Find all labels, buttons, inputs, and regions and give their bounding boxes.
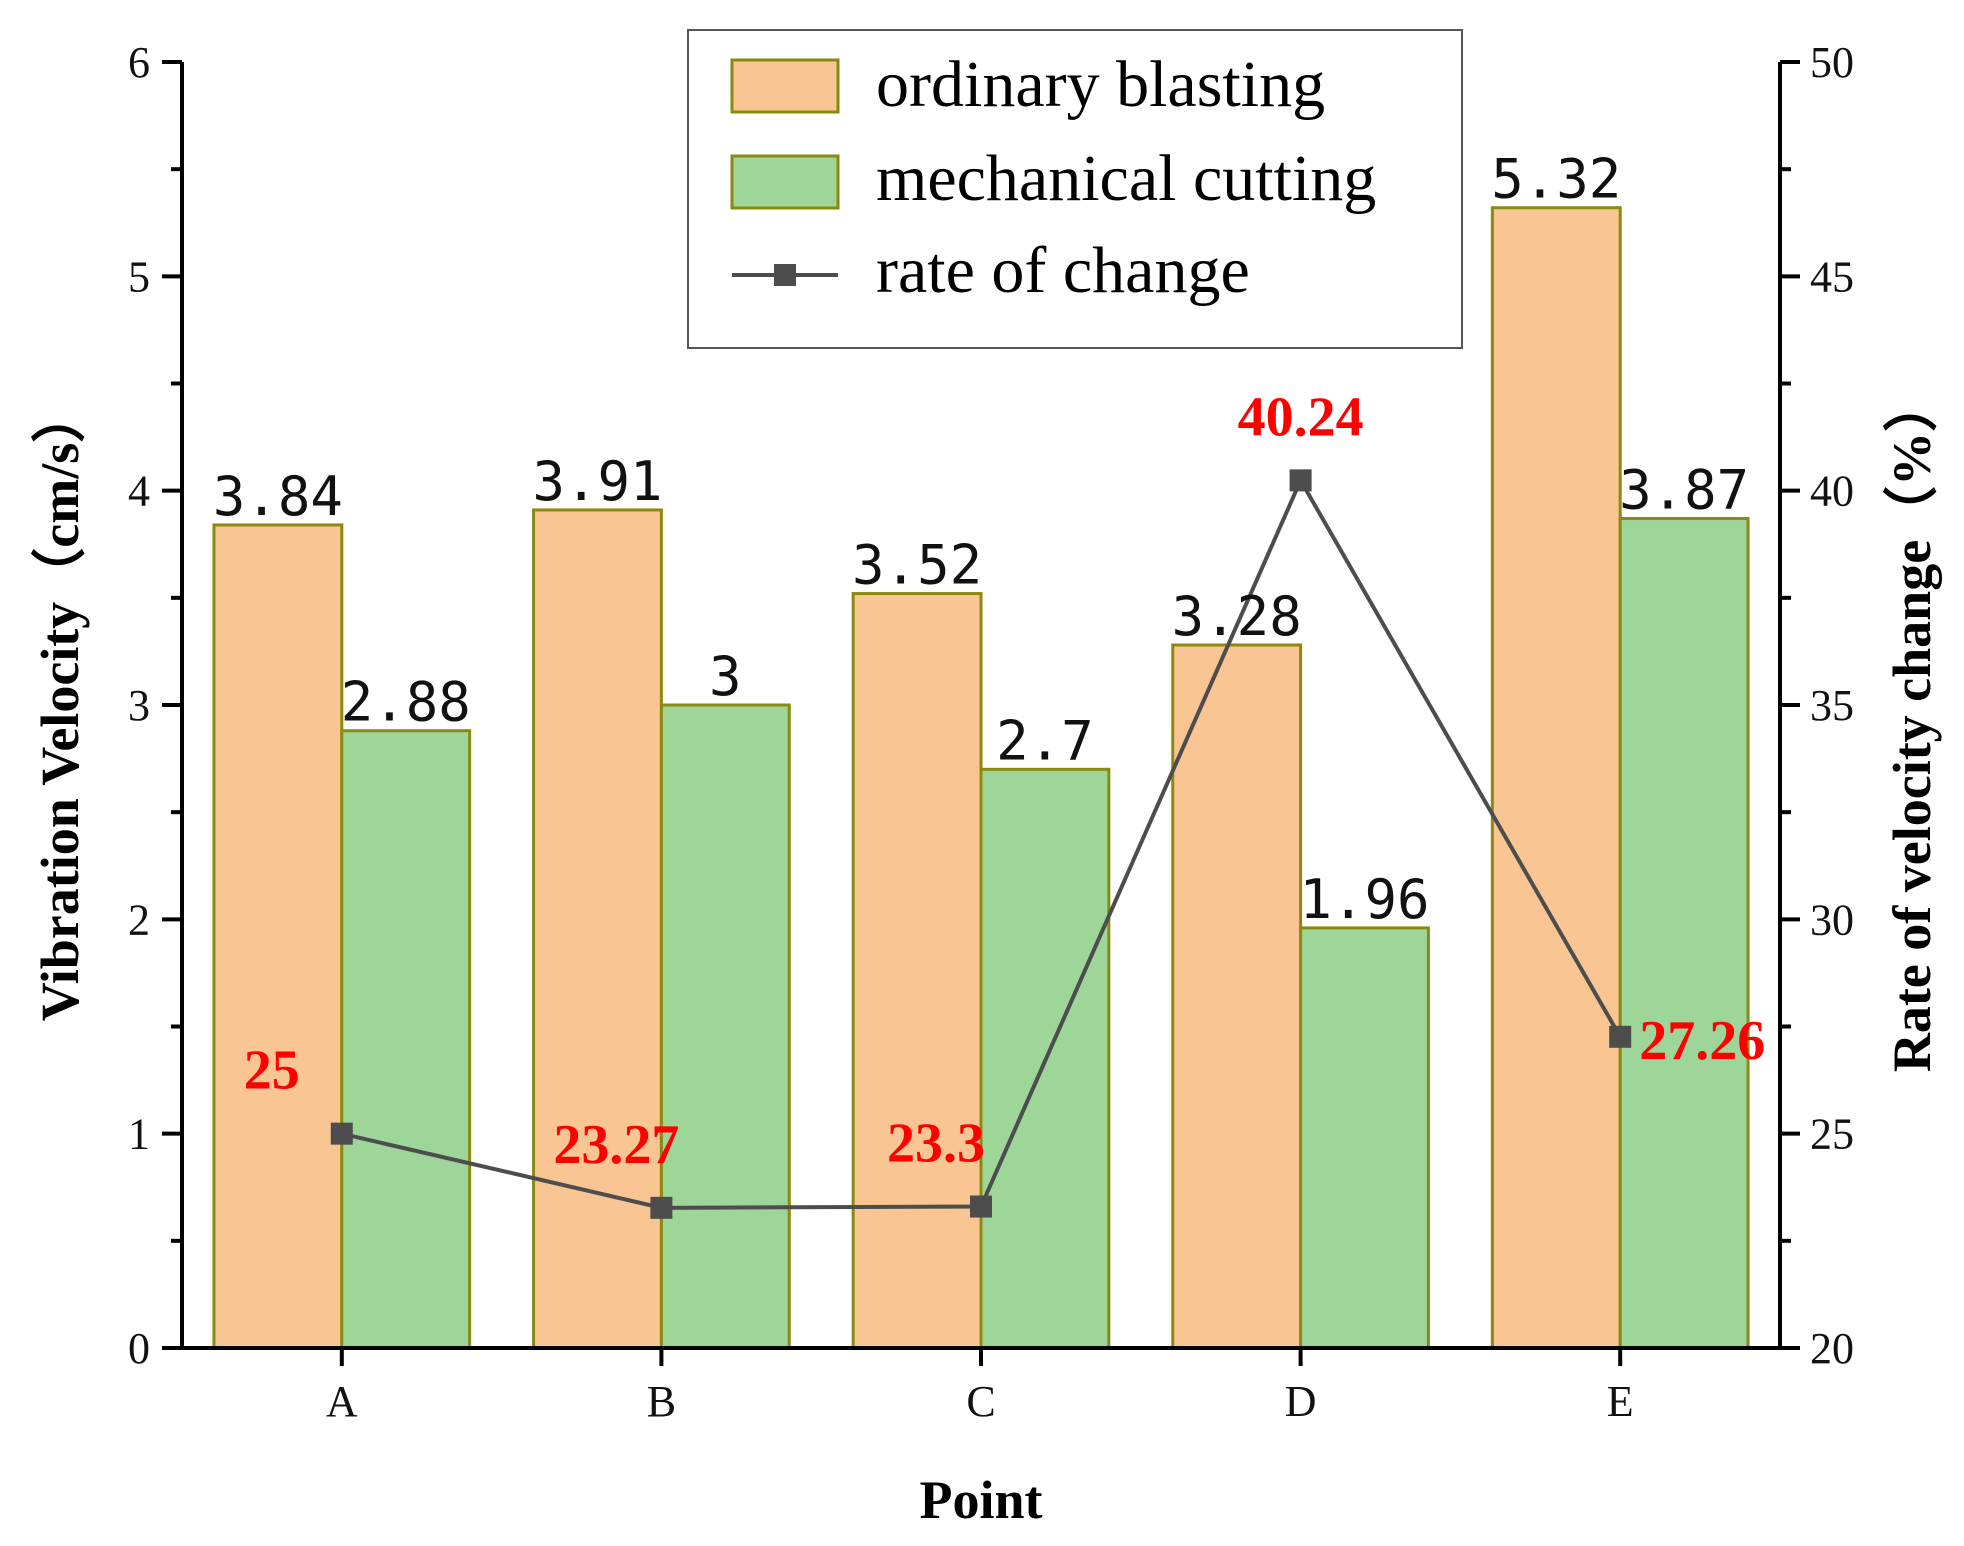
bar-mechanical-cutting-E xyxy=(1618,517,1750,1350)
y-tick-label: 3 xyxy=(128,681,150,730)
bar-value-label: 3.87 xyxy=(1619,459,1749,522)
rate-marker-B xyxy=(650,1196,673,1219)
y-tick-label: 5 xyxy=(128,252,150,301)
y2-tick-label: 40 xyxy=(1810,467,1854,516)
rate-marker-A xyxy=(330,1122,353,1145)
bar-value-label: 2.88 xyxy=(341,671,471,734)
bar-ordinary-blasting-D xyxy=(1171,643,1303,1350)
rate-value-label: 27.26 xyxy=(1639,1010,1765,1072)
bar-value-label: 3.84 xyxy=(213,465,343,528)
y2-tick-label: 20 xyxy=(1810,1324,1854,1373)
bar-value-label: 2.7 xyxy=(996,709,1094,772)
legend-label-rate-of-change: rate of change xyxy=(876,234,1250,307)
y2-axis-title: Rate of velocity change（%） xyxy=(1882,378,1942,1072)
y2-tick-label: 25 xyxy=(1810,1110,1854,1159)
x-axis-title: Point xyxy=(919,1470,1042,1530)
bar-value-label: 3.52 xyxy=(852,534,982,597)
bar-mechanical-cutting-A xyxy=(340,729,472,1350)
legend-label-mechanical-cutting: mechanical cutting xyxy=(876,142,1376,215)
y-tick-label: 1 xyxy=(128,1110,150,1159)
bars-layer xyxy=(212,206,1750,1350)
y2-tick-label: 35 xyxy=(1810,681,1854,730)
x-tick-label: A xyxy=(326,1377,358,1426)
legend: ordinary blasting mechanical cutting rat… xyxy=(687,29,1463,349)
bar-value-label: 3 xyxy=(709,645,742,708)
bar-value-label: 5.32 xyxy=(1491,148,1621,211)
x-tick-label: E xyxy=(1607,1377,1634,1426)
legend-swatch-ordinary-blasting xyxy=(730,58,840,114)
y-tick-label: 2 xyxy=(128,895,150,944)
bar-ordinary-blasting-B xyxy=(532,508,663,1350)
y-tick-label: 6 xyxy=(128,38,150,87)
bar-ordinary-blasting-E xyxy=(1490,206,1622,1350)
rate-value-label: 23.3 xyxy=(887,1113,985,1175)
rate-marker-D xyxy=(1289,469,1312,492)
y2-tick-label: 45 xyxy=(1810,252,1854,301)
legend-swatch-mechanical-cutting xyxy=(730,154,840,210)
rate-value-label: 40.24 xyxy=(1238,386,1364,448)
y2-tick-label: 50 xyxy=(1810,38,1854,87)
bar-mechanical-cutting-D xyxy=(1299,926,1430,1350)
line-layer xyxy=(330,469,1632,1219)
bar-value-label: 3.91 xyxy=(532,450,662,513)
bar-value-label: 1.96 xyxy=(1299,868,1429,931)
labels-layer: 3.84 3.91 3.52 3.28 5.32 2.88 3 2.7 1.96 3.87 25 23… xyxy=(213,148,1765,1176)
rate-value-label: 25 xyxy=(244,1040,300,1102)
x-tick-label: D xyxy=(1285,1377,1317,1426)
x-tick-label: B xyxy=(647,1377,676,1426)
bar-ordinary-blasting-C xyxy=(851,592,983,1350)
y-tick-label: 0 xyxy=(128,1324,150,1373)
bar-ordinary-blasting-A xyxy=(212,523,344,1350)
legend-marker-rate-of-change xyxy=(774,264,796,286)
x-tick-label: C xyxy=(966,1377,995,1426)
y-axis-title: Vibration Velocity（cm/s） xyxy=(30,389,90,1021)
legend-label-ordinary-blasting: ordinary blasting xyxy=(876,48,1325,121)
rate-value-label: 23.27 xyxy=(553,1114,679,1176)
bar-value-label: 3.28 xyxy=(1172,585,1302,648)
y2-tick-label: 30 xyxy=(1810,895,1854,944)
rate-marker-E xyxy=(1609,1025,1632,1048)
y-tick-label: 4 xyxy=(128,467,150,516)
rate-marker-C xyxy=(970,1195,992,1218)
bar-mechanical-cutting-B xyxy=(659,703,791,1350)
